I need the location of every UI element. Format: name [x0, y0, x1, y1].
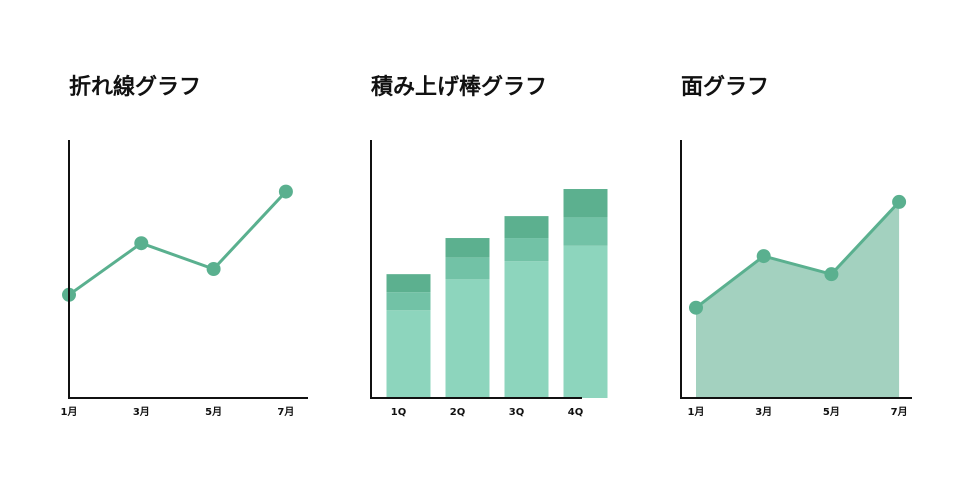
- x-tick-label: 3月: [133, 406, 150, 418]
- x-tick-label: 5月: [823, 406, 840, 418]
- bar-segment: [563, 245, 608, 398]
- bar-segment: [445, 238, 490, 258]
- bar-segment: [563, 189, 608, 218]
- line: [68, 190, 287, 297]
- x-tick-label: 1月: [61, 406, 78, 418]
- x-tick-label: 1Q: [391, 407, 406, 418]
- bar-segment: [504, 261, 549, 398]
- point: [206, 262, 221, 276]
- chart-title: 積み上げ棒グラフ: [371, 74, 547, 100]
- x-tick-label: 4Q: [568, 407, 583, 418]
- x-tick-label: 3Q: [509, 407, 524, 418]
- x-tick-label: 2Q: [450, 407, 465, 418]
- bar-segment: [445, 257, 490, 280]
- bar-segment: [504, 238, 549, 262]
- point: [134, 236, 149, 251]
- bar-segment: [386, 310, 431, 398]
- chart-title: 折れ線グラフ: [69, 74, 201, 100]
- x-tick-label: 5月: [205, 406, 222, 418]
- point: [756, 249, 771, 264]
- point: [892, 194, 907, 209]
- bar-segment: [386, 292, 431, 311]
- x-tick-label: 7月: [891, 406, 908, 418]
- bar-segment: [504, 216, 549, 239]
- x-tick-label: 7月: [277, 406, 294, 418]
- point: [278, 184, 293, 199]
- area: [696, 201, 900, 398]
- x-tick-label: 3月: [755, 406, 772, 418]
- chart-title: 面グラフ: [681, 74, 769, 100]
- bar-segment: [386, 274, 431, 293]
- bar-segment: [445, 279, 490, 398]
- line: [695, 200, 901, 309]
- bar-segment: [563, 217, 608, 246]
- point: [824, 267, 839, 282]
- x-tick-label: 1月: [688, 406, 705, 418]
- point: [689, 300, 703, 315]
